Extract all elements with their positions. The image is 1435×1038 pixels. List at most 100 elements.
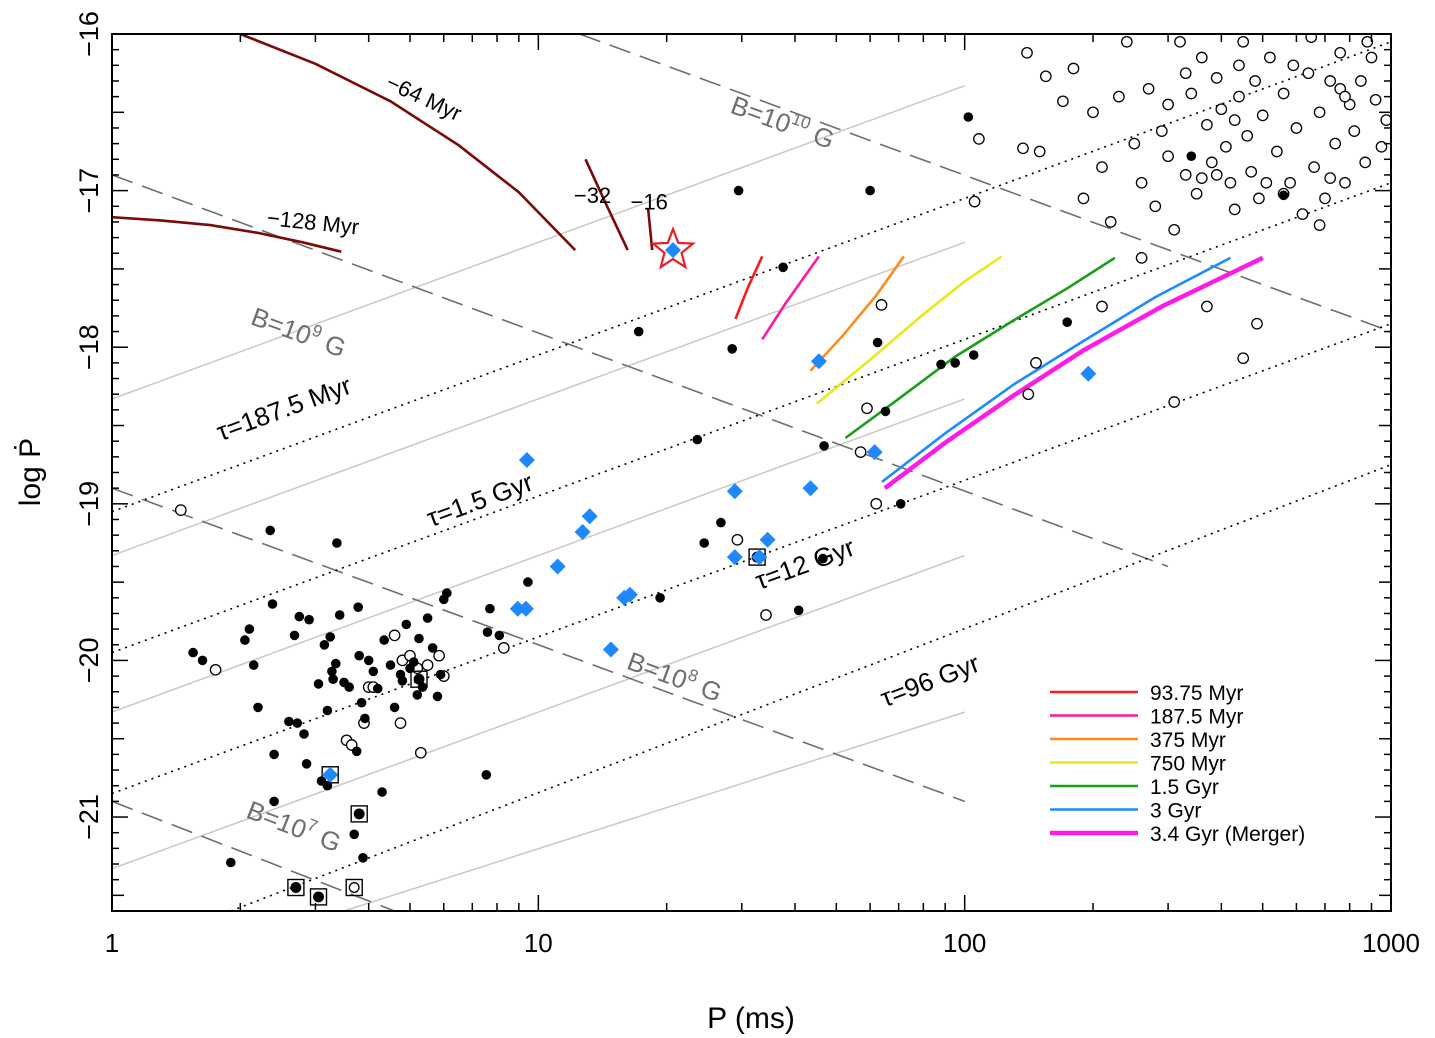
x-tick-label: 1000 — [1362, 928, 1420, 958]
field-label-base: B=10 — [727, 90, 795, 139]
x-tick-label: 10 — [524, 928, 553, 958]
filled-point — [880, 406, 891, 417]
filled-point — [895, 499, 906, 509]
open-point — [1087, 106, 1099, 119]
grey-lines — [112, 84, 965, 911]
open-point — [973, 133, 985, 145]
open-point — [1305, 34, 1318, 43]
boxed-point — [313, 891, 324, 903]
track-label: −16 — [631, 189, 668, 214]
open-point — [1128, 137, 1141, 150]
filled-point — [301, 759, 312, 769]
open-point — [1077, 192, 1090, 205]
data-points — [174, 34, 1391, 906]
filled-point — [494, 630, 505, 641]
filled-point — [292, 718, 303, 728]
filled-point — [188, 647, 198, 658]
open-point — [1057, 95, 1069, 108]
filled-point — [349, 829, 360, 840]
filled-point — [408, 657, 419, 667]
backward-track — [112, 215, 342, 253]
filled-point — [1186, 151, 1197, 161]
y-tick-label: −17 — [74, 168, 104, 214]
age-line — [112, 41, 1391, 513]
open-point — [1245, 165, 1258, 178]
grey-line — [112, 84, 965, 400]
open-point — [1334, 46, 1347, 59]
open-point — [1233, 59, 1245, 72]
filled-point — [269, 749, 279, 760]
filled-point — [351, 746, 362, 757]
open-point — [1201, 118, 1213, 131]
open-point — [1179, 67, 1192, 80]
filled-point — [240, 635, 250, 645]
open-point — [1185, 87, 1198, 100]
open-point — [1210, 169, 1223, 181]
series-line — [844, 256, 1116, 440]
filled-point — [265, 525, 276, 536]
open-point — [1215, 103, 1228, 116]
open-point — [1096, 161, 1108, 173]
diamond-point — [549, 558, 566, 575]
filled-point — [354, 650, 365, 661]
filled-point — [267, 599, 278, 609]
filled-point — [427, 643, 438, 653]
filled-point — [727, 344, 737, 354]
filled-point — [778, 262, 788, 273]
open-point — [394, 717, 407, 729]
open-point — [1017, 142, 1029, 155]
filled-point — [482, 627, 493, 637]
track-label: −32 — [574, 183, 611, 208]
legend-label: 750 Myr — [1150, 753, 1226, 776]
diamond-point — [726, 549, 743, 566]
open-point — [433, 649, 445, 662]
age-line — [112, 182, 1391, 654]
filled-point — [299, 729, 309, 739]
legend-label: 375 Myr — [1150, 729, 1226, 752]
filled-point — [950, 358, 960, 368]
filled-point — [289, 630, 300, 641]
evolution-tracks — [734, 255, 1264, 490]
y-tick-label: −21 — [74, 794, 104, 840]
open-point — [1155, 125, 1168, 137]
open-point — [1201, 300, 1213, 313]
age-line-label: τ=187.5 Myr — [213, 370, 356, 447]
field-lines — [112, 34, 1391, 911]
diamond-point — [726, 483, 743, 500]
open-point — [854, 446, 867, 458]
filled-point — [481, 770, 492, 780]
open-point — [1241, 129, 1254, 142]
open-point — [1162, 150, 1174, 163]
open-point — [1237, 352, 1250, 365]
open-point — [1021, 46, 1033, 59]
field-line-label: B=108 G — [623, 644, 726, 708]
filled-point — [327, 666, 337, 677]
open-point — [1329, 137, 1342, 150]
grey-line — [112, 554, 965, 870]
open-point — [1249, 75, 1261, 87]
open-point — [1256, 109, 1269, 122]
filled-point — [226, 857, 236, 868]
diamond-point — [517, 600, 534, 617]
legend-label: 93.75 Myr — [1150, 682, 1243, 705]
backward-track — [239, 34, 577, 252]
filled-point — [284, 716, 294, 727]
open-point — [1339, 176, 1351, 189]
open-point — [861, 402, 873, 415]
age-line-label: τ=96 Gyr — [876, 648, 984, 713]
open-point — [1030, 357, 1042, 369]
backward-track — [646, 209, 654, 251]
legend-label: 3 Gyr — [1150, 800, 1201, 823]
open-point — [875, 299, 888, 311]
filled-point — [414, 633, 424, 644]
grey-line — [112, 241, 965, 557]
series-line — [761, 255, 820, 341]
filled-point — [699, 538, 709, 548]
open-point — [1022, 388, 1035, 401]
diamond-point — [621, 586, 638, 603]
x-tick-label: 100 — [943, 928, 986, 958]
filled-point — [363, 655, 374, 666]
open-point — [1348, 125, 1361, 137]
open-point — [1120, 35, 1133, 48]
